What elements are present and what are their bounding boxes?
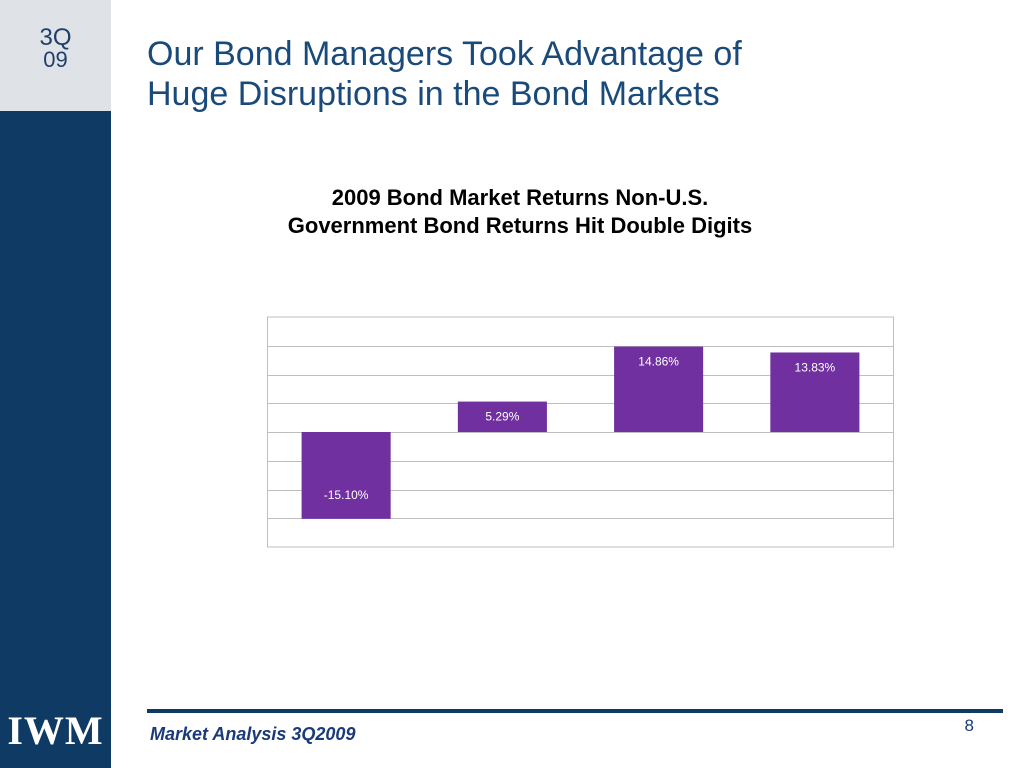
chart-title-line-2: Government Bond Returns Hit Double Digit…	[287, 213, 753, 238]
iwm-logo: IWM	[7, 708, 104, 753]
footer-text: Market Analysis 3Q2009	[150, 724, 356, 744]
bar	[301, 432, 391, 519]
sidebar: IWM	[0, 111, 111, 768]
page-number: 8	[964, 716, 974, 735]
chart-title-line-1: 2009 Bond Market Returns Non-U.S.	[331, 185, 709, 210]
bar-chart: -15.10% 5.29% 14.86% 13.83%	[267, 316, 894, 548]
chart-title: 2009 Bond Market Returns Non-U.S. Govern…	[200, 184, 840, 240]
bar	[614, 346, 704, 432]
quarter-badge: 3Q 09	[0, 0, 111, 111]
year-label: 09	[43, 47, 68, 72]
quarter-label: 3Q	[39, 24, 72, 51]
bar	[770, 352, 860, 432]
data-label: -15.10%	[324, 488, 369, 502]
data-label: 14.86%	[638, 355, 679, 369]
bar	[457, 401, 547, 432]
footer-divider	[147, 709, 1003, 713]
slide-title: Our Bond Managers Took Advantage of Huge…	[147, 34, 967, 114]
slide-title-line-2: Huge Disruptions in the Bond Markets	[147, 75, 720, 113]
data-label: 13.83%	[795, 360, 836, 374]
slide-title-line-1: Our Bond Managers Took Advantage of	[147, 35, 742, 73]
data-label: 5.29%	[485, 410, 519, 424]
